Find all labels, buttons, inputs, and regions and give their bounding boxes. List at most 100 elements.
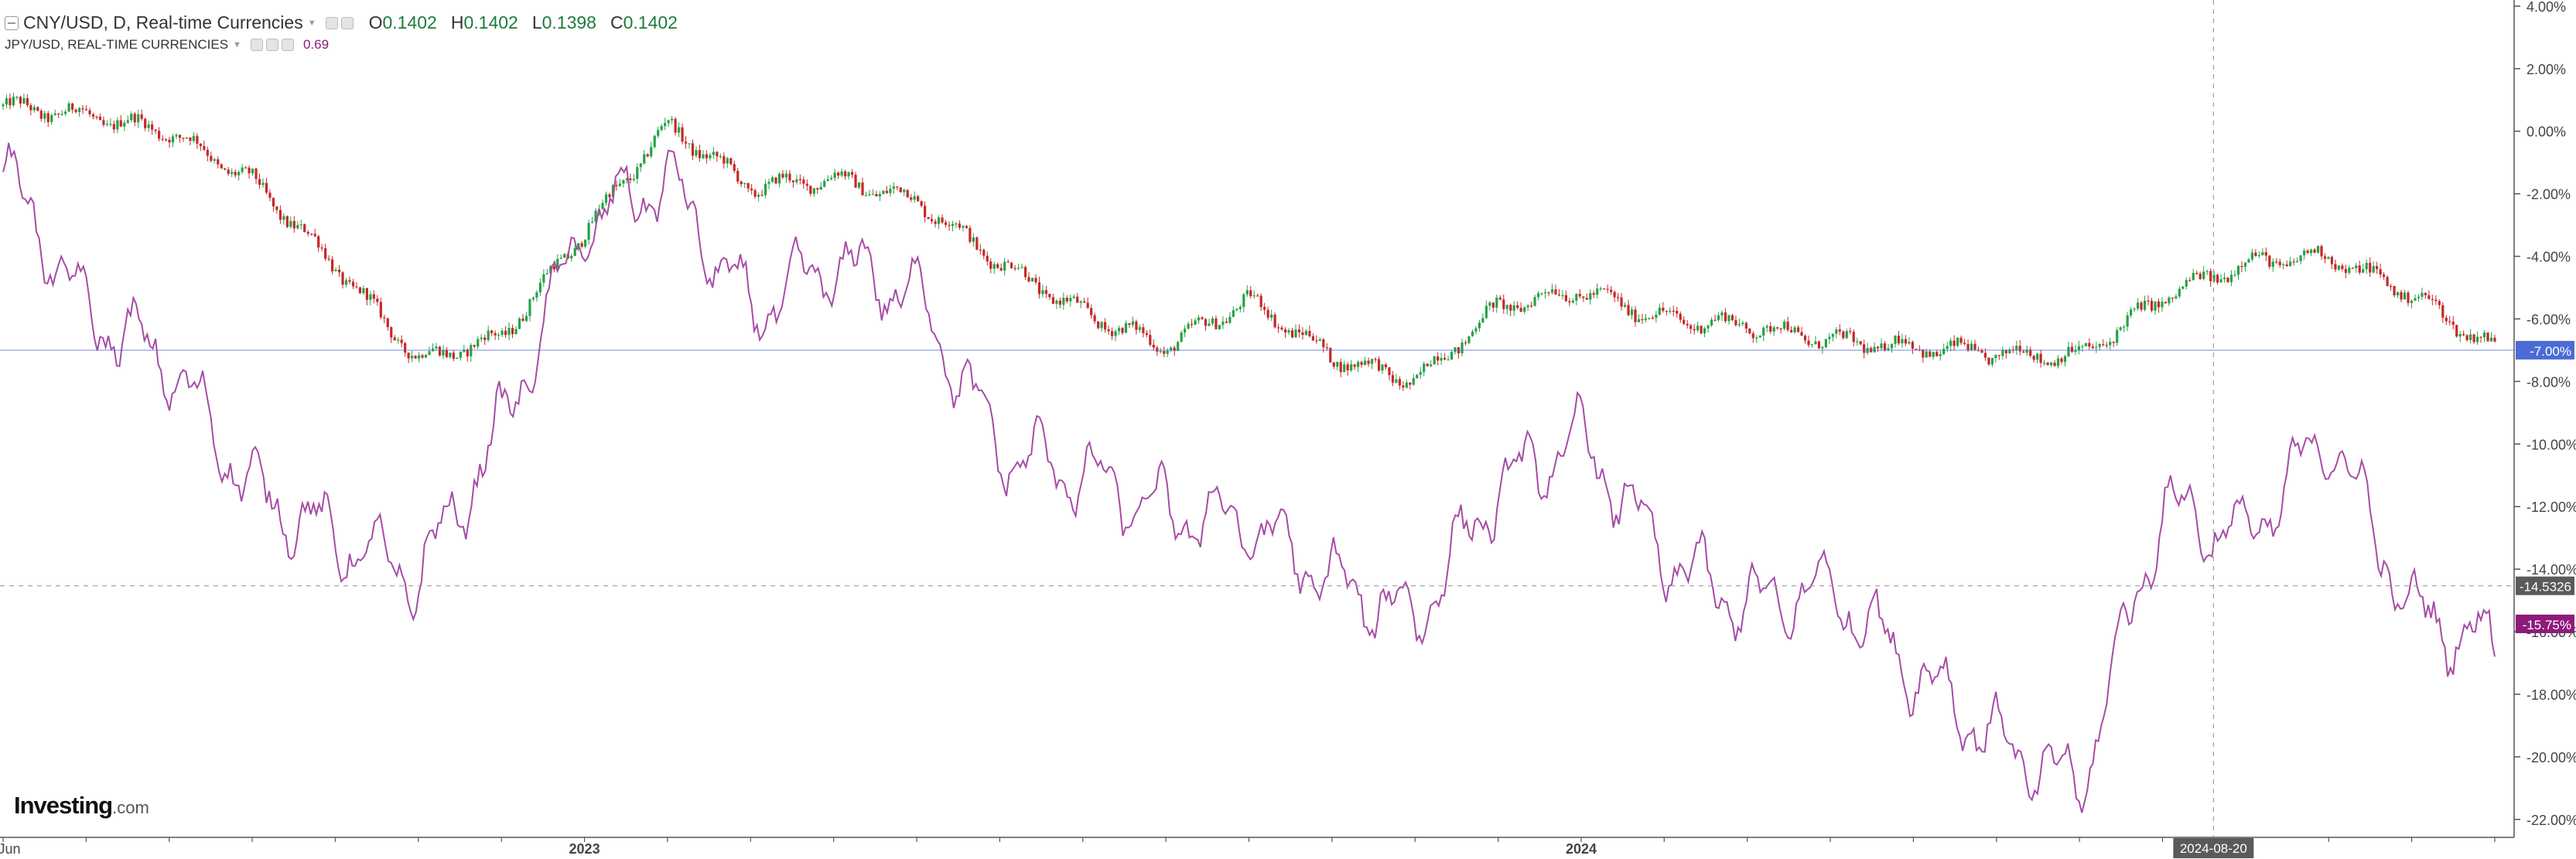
- visibility-icon[interactable]: [340, 16, 354, 29]
- candle-body: [1630, 309, 1634, 315]
- candle-body: [573, 247, 576, 257]
- candle: [1557, 288, 1561, 297]
- candle-body: [1100, 322, 1103, 329]
- compare-series-value: 0.69: [302, 37, 330, 52]
- candle-body: [1256, 295, 1259, 297]
- candle: [695, 146, 698, 158]
- candle: [1932, 351, 1935, 360]
- candle-body: [463, 349, 466, 353]
- jpy-usd-line[interactable]: [2, 142, 2496, 813]
- candle: [2441, 302, 2444, 323]
- candle-body: [729, 158, 733, 165]
- compare-series-title[interactable]: JPY/USD, REAL-TIME CURRENCIES: [5, 37, 229, 52]
- visibility-icon[interactable]: [265, 39, 278, 51]
- candle: [1343, 360, 1346, 373]
- candle: [386, 318, 389, 332]
- settings-icon[interactable]: [250, 39, 263, 51]
- candle-body: [1259, 295, 1262, 308]
- settings-icon[interactable]: [325, 16, 338, 29]
- candle-body: [2355, 265, 2358, 268]
- candle: [272, 197, 275, 212]
- candle-body: [1838, 329, 1841, 332]
- candle: [1519, 302, 1522, 313]
- y-tick-label: -4.00%: [2526, 250, 2571, 265]
- candle: [1304, 329, 1308, 336]
- candle: [1232, 306, 1235, 318]
- candle: [934, 219, 937, 228]
- chevron-down-icon[interactable]: ▼: [233, 40, 241, 49]
- candle-body: [2320, 246, 2323, 257]
- main-series-title[interactable]: CNY/USD, D, Real-time Currencies: [23, 12, 303, 32]
- candle: [351, 278, 355, 289]
- candle-body: [303, 224, 306, 233]
- candle-body: [2175, 296, 2178, 298]
- candle-body: [2489, 337, 2493, 342]
- candle: [1990, 357, 1994, 367]
- candle: [1003, 257, 1006, 276]
- chevron-down-icon[interactable]: ▼: [307, 18, 316, 28]
- candle-body: [1758, 336, 1761, 338]
- candle: [12, 92, 15, 107]
- candle: [843, 169, 847, 180]
- candle-body: [2140, 302, 2143, 310]
- candle: [2303, 248, 2306, 260]
- candle-body: [622, 179, 625, 184]
- candle-body: [2292, 261, 2295, 263]
- candle: [733, 160, 736, 174]
- candle: [157, 127, 161, 141]
- candle-body: [1405, 382, 1408, 388]
- candle-body: [2341, 265, 2344, 269]
- candle-body: [930, 219, 934, 222]
- close-icon[interactable]: [281, 39, 294, 51]
- candle: [2400, 289, 2403, 303]
- candle: [2383, 271, 2386, 281]
- candle-body: [1904, 339, 1908, 344]
- candle: [2247, 257, 2250, 263]
- candle: [1630, 306, 1634, 319]
- candle: [1461, 339, 1464, 356]
- candle: [906, 189, 909, 198]
- candle-body: [1430, 364, 1433, 366]
- candle: [910, 194, 913, 203]
- candle: [2337, 265, 2341, 271]
- candle: [1263, 302, 1266, 315]
- candle-body: [1582, 296, 1585, 298]
- candle: [2278, 258, 2281, 268]
- candle-body: [2130, 309, 2133, 315]
- candle: [1218, 324, 1221, 330]
- candle-body: [1543, 292, 1547, 294]
- candle-body: [2164, 302, 2168, 304]
- candle: [774, 176, 777, 185]
- candle-body: [237, 172, 241, 176]
- candle: [178, 134, 182, 143]
- candle: [812, 188, 815, 197]
- candle: [712, 146, 715, 159]
- candle-body: [2105, 345, 2108, 346]
- candle: [36, 106, 39, 112]
- candle: [1412, 374, 1415, 387]
- candle-body: [650, 147, 653, 157]
- candle-body: [1398, 379, 1401, 386]
- candle-body: [538, 282, 542, 293]
- y-tick-label: 0.00%: [2526, 124, 2566, 140]
- candle: [2323, 253, 2327, 264]
- candle: [313, 228, 316, 237]
- candle-body: [383, 317, 386, 319]
- candle: [2004, 349, 2007, 359]
- candle-body: [1755, 337, 1758, 339]
- candle: [2219, 274, 2222, 283]
- candle-body: [1946, 346, 1949, 349]
- candle: [1536, 291, 1540, 301]
- candle: [1311, 333, 1314, 342]
- candle: [830, 175, 833, 181]
- collapse-icon[interactable]: [5, 15, 19, 30]
- candle-body: [1585, 298, 1588, 300]
- candle: [1034, 274, 1037, 285]
- candle-body: [22, 98, 26, 104]
- candle: [2407, 290, 2410, 307]
- candle: [2140, 301, 2143, 312]
- candle-body: [84, 109, 88, 111]
- candle-body: [2195, 272, 2198, 274]
- candle: [2171, 297, 2174, 303]
